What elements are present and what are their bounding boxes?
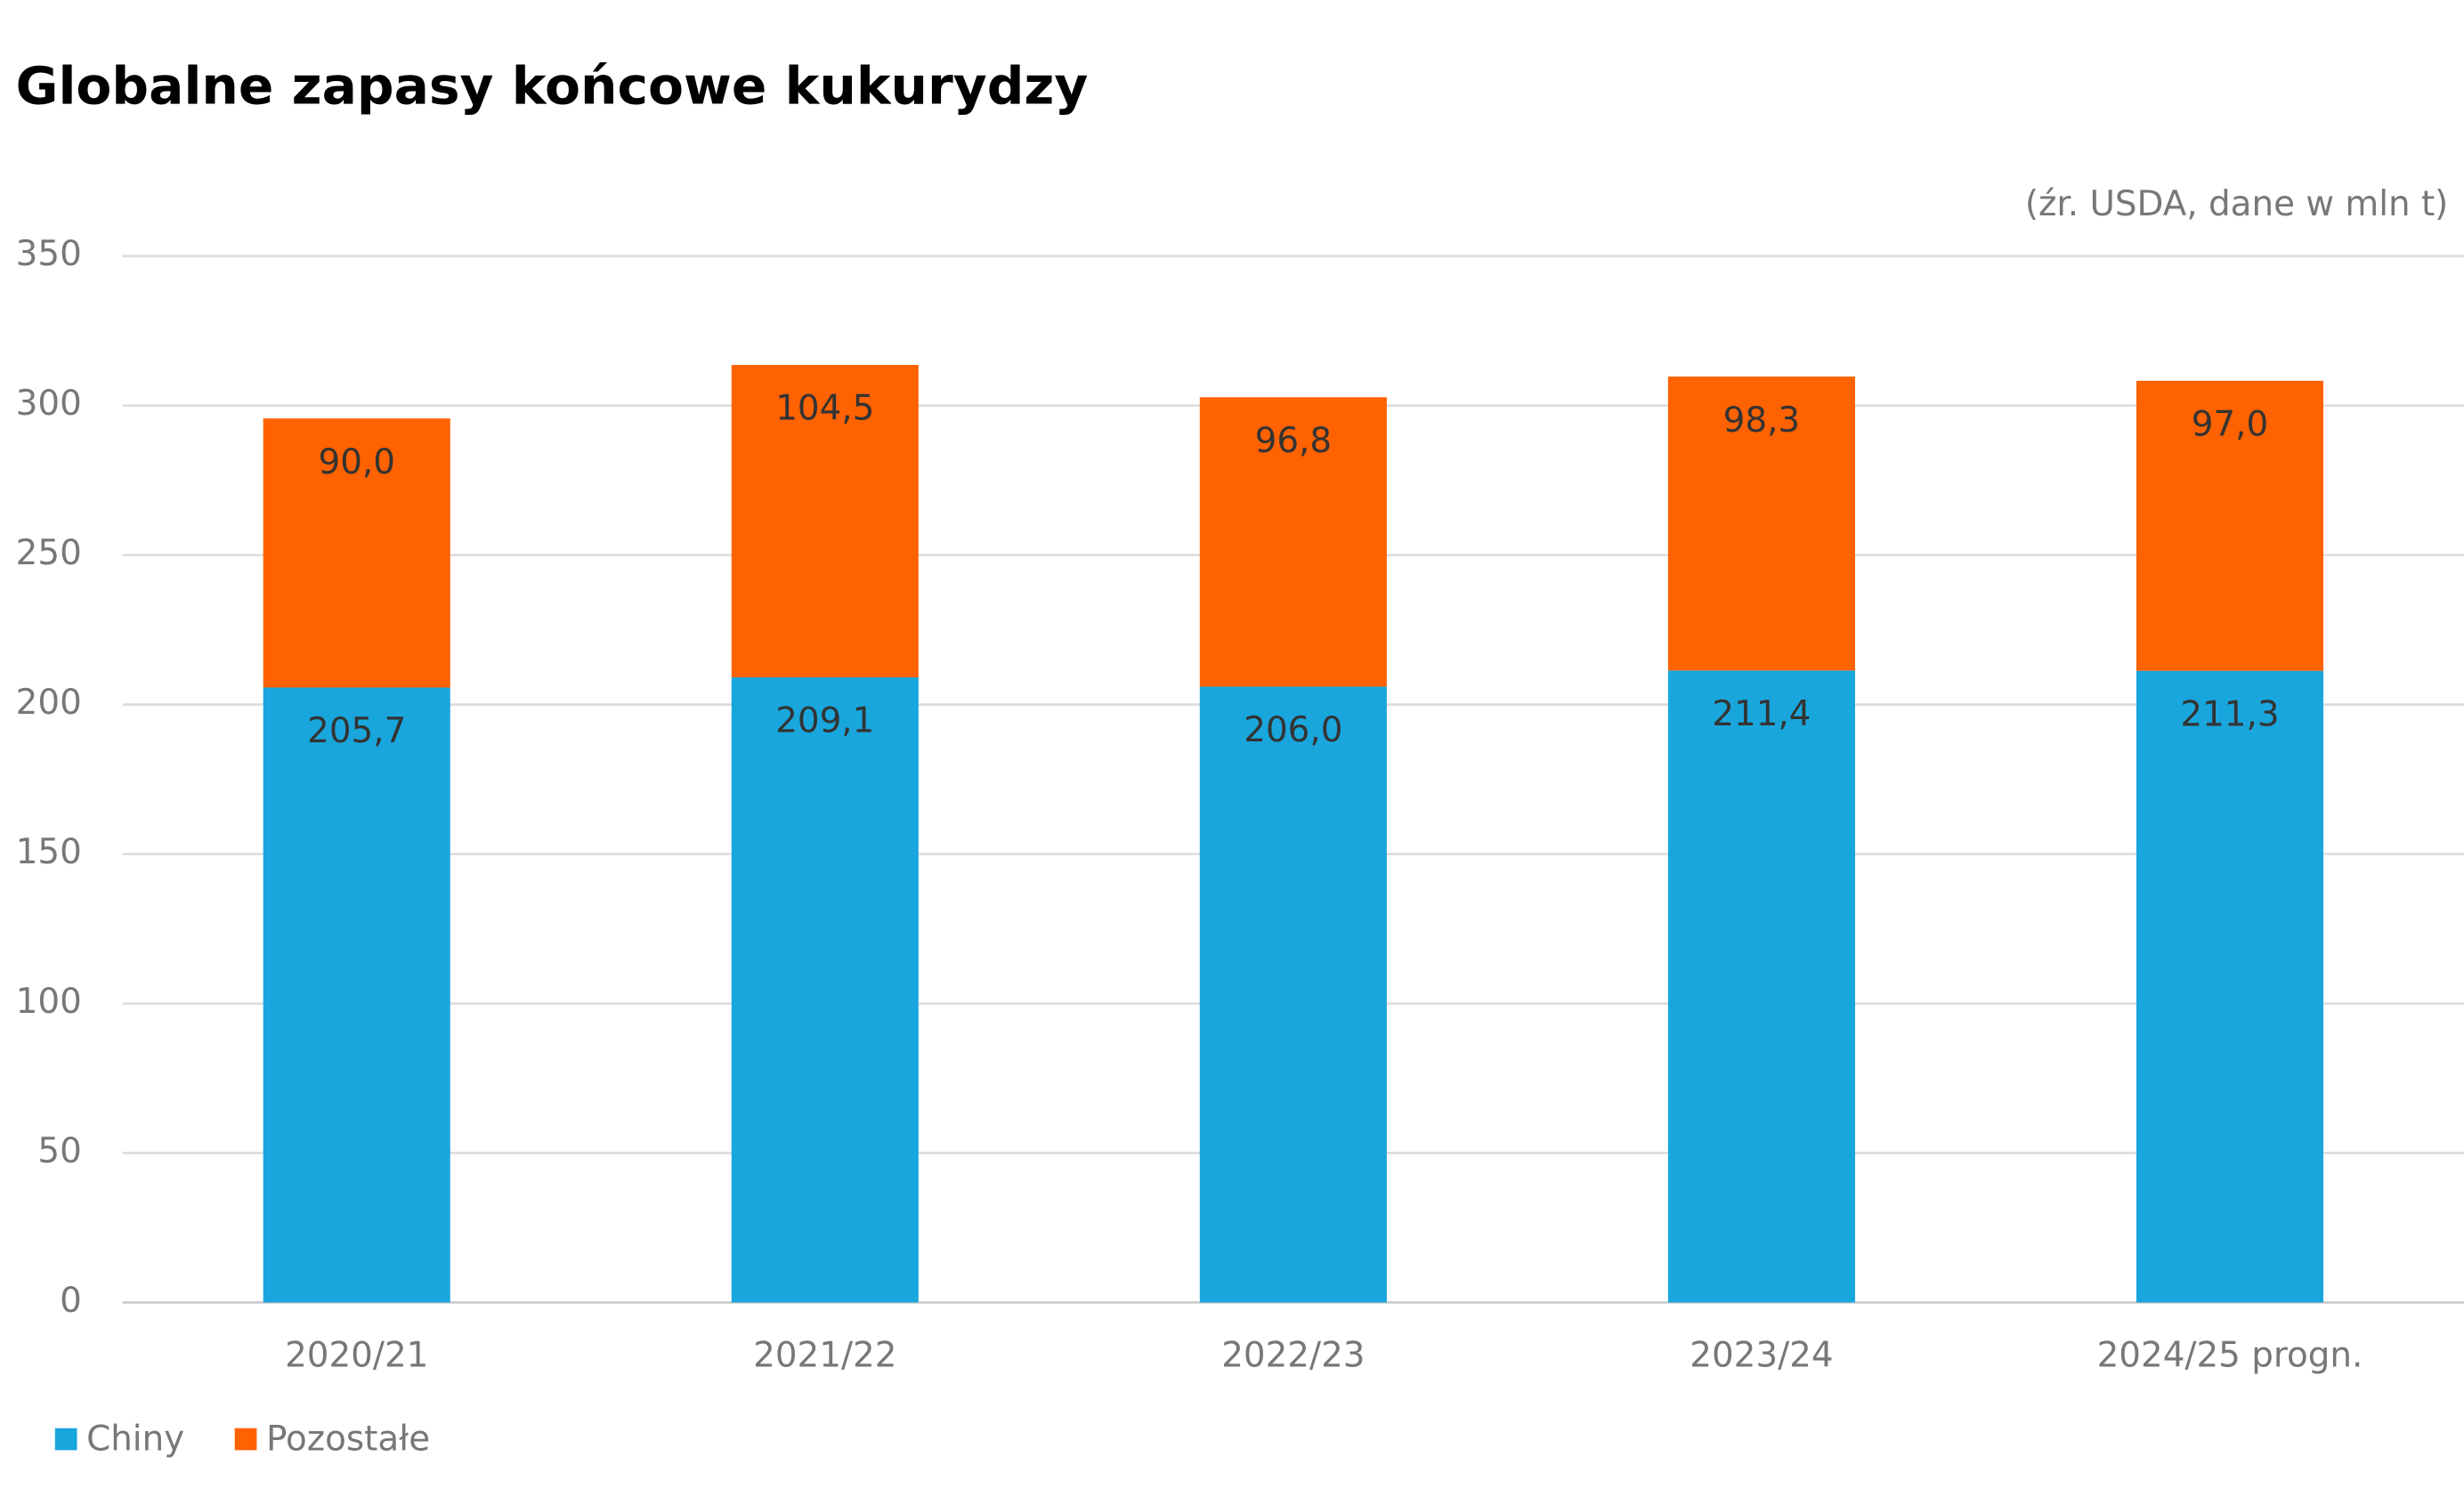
data-label: 209,1 bbox=[775, 701, 874, 741]
y-tick-label: 350 bbox=[16, 234, 82, 274]
x-tick-label: 2024/25 progn. bbox=[2097, 1336, 2363, 1376]
bar-segment bbox=[1199, 686, 1387, 1303]
data-label: 211,4 bbox=[1712, 694, 1811, 734]
legend-label: Chiny bbox=[86, 1419, 184, 1459]
data-label: 96,8 bbox=[1255, 421, 1332, 461]
legend-swatch bbox=[54, 1428, 77, 1451]
bar-segment bbox=[1667, 670, 1855, 1303]
legend-swatch bbox=[234, 1428, 257, 1451]
bar-segment bbox=[1199, 397, 1387, 687]
x-tick-label: 2020/21 bbox=[285, 1336, 428, 1376]
y-tick-label: 50 bbox=[37, 1131, 81, 1171]
bar-segment bbox=[2136, 380, 2324, 671]
data-label: 205,7 bbox=[307, 711, 406, 751]
data-label: 97,0 bbox=[2192, 405, 2268, 445]
y-tick-label: 300 bbox=[16, 384, 82, 424]
y-tick-label: 0 bbox=[60, 1281, 82, 1321]
bar-segment bbox=[263, 687, 450, 1303]
data-label: 104,5 bbox=[775, 389, 874, 429]
bar-segment bbox=[2136, 670, 2324, 1303]
data-label: 206,0 bbox=[1244, 710, 1342, 750]
x-tick-label: 2022/23 bbox=[1221, 1336, 1365, 1376]
y-tick-label: 150 bbox=[16, 832, 82, 872]
chart-subtitle: (źr. USDA, dane w mln t) bbox=[2025, 184, 2448, 224]
data-label: 90,0 bbox=[318, 442, 394, 482]
bar-segment bbox=[263, 418, 450, 688]
y-tick-label: 100 bbox=[16, 982, 82, 1022]
bar-segment bbox=[731, 677, 919, 1303]
y-tick-label: 250 bbox=[16, 533, 82, 573]
legend-label: Pozostałe bbox=[266, 1419, 430, 1459]
bar-segment bbox=[731, 365, 919, 678]
y-tick-label: 200 bbox=[16, 683, 82, 723]
chart-title: Globalne zapasy końcowe kukurydzy bbox=[16, 56, 1089, 117]
x-tick-label: 2021/22 bbox=[753, 1336, 896, 1376]
data-label: 211,3 bbox=[2180, 694, 2279, 734]
data-label: 98,3 bbox=[1723, 401, 1800, 441]
bar-segment bbox=[1667, 376, 1855, 671]
x-tick-label: 2023/24 bbox=[1690, 1336, 1833, 1376]
